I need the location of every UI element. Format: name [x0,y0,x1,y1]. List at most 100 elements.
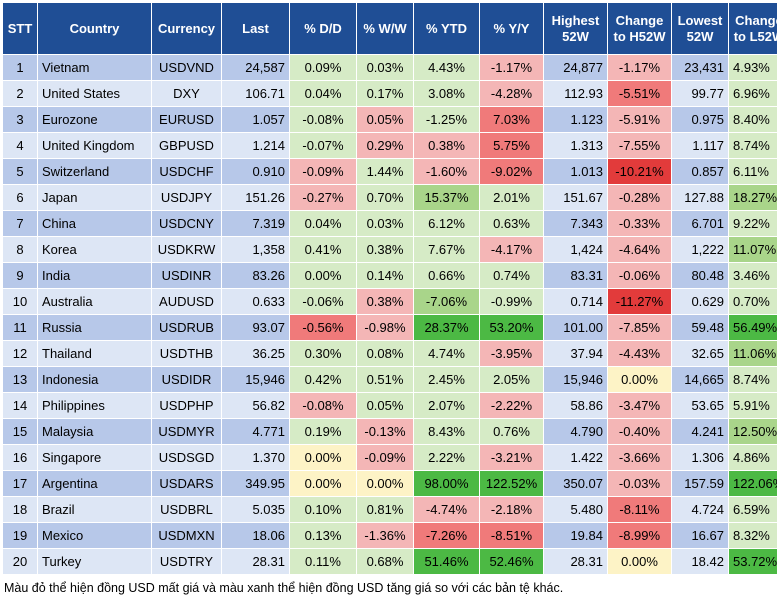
table-row: 1 Vietnam USDVND 24,587 0.09% 0.03% 4.43% -1.17… [2,54,777,81]
cell-ww: 0.03% [356,210,414,237]
cell-stt: 20 [2,548,38,575]
cell-dd: -0.07% [289,132,357,159]
cell-country: Switzerland [37,158,152,185]
cell-change-h52w: -7.85% [607,314,672,341]
cell-stt: 4 [2,132,38,159]
cell-ww: -0.13% [356,418,414,445]
cell-last: 0.910 [221,158,290,185]
cell-last: 1.057 [221,106,290,133]
cell-currency: EURUSD [151,106,222,133]
table-row: 2 United States DXY 106.71 0.04% 0.17% 3.08% -4… [2,80,777,107]
footnote: Màu đỏ thể hiện đồng USD mất giá và màu … [4,581,564,595]
cell-highest-52w: 1.013 [543,158,608,185]
cell-currency: USDJPY [151,184,222,211]
header-ytd: % YTD [413,2,480,55]
cell-country: Argentina [37,470,152,497]
cell-highest-52w: 1.313 [543,132,608,159]
cell-currency: USDSGD [151,444,222,471]
cell-highest-52w: 101.00 [543,314,608,341]
cell-currency: USDMXN [151,522,222,549]
cell-yy: 122.52% [479,470,544,497]
cell-change-h52w: -10.21% [607,158,672,185]
cell-dd: 0.00% [289,262,357,289]
header-ww: % W/W [356,2,414,55]
cell-lowest-52w: 18.42 [671,548,729,575]
cell-currency: AUDUSD [151,288,222,315]
cell-change-h52w: -0.33% [607,210,672,237]
cell-highest-52w: 58.86 [543,392,608,419]
cell-country: Singapore [37,444,152,471]
table-row: 13 Indonesia USDIDR 15,946 0.42% 0.51% 2.45% 2.… [2,366,777,393]
cell-highest-52w: 350.07 [543,470,608,497]
cell-ytd: 2.45% [413,366,480,393]
cell-lowest-52w: 59.48 [671,314,729,341]
cell-stt: 15 [2,418,38,445]
cell-ytd: 4.43% [413,54,480,81]
cell-last: 83.26 [221,262,290,289]
table-row: 9 India USDINR 83.26 0.00% 0.14% 0.66% 0.74% 83.… [2,262,777,289]
cell-country: Mexico [37,522,152,549]
cell-lowest-52w: 1.306 [671,444,729,471]
cell-stt: 12 [2,340,38,367]
cell-currency: USDINR [151,262,222,289]
cell-yy: -4.17% [479,236,544,263]
cell-yy: 53.20% [479,314,544,341]
cell-change-l52w: 56.49% [728,314,777,341]
cell-last: 1,358 [221,236,290,263]
cell-lowest-52w: 4.724 [671,496,729,523]
cell-lowest-52w: 127.88 [671,184,729,211]
cell-highest-52w: 5.480 [543,496,608,523]
table-row: 17 Argentina USDARS 349.95 0.00% 0.00% 98.00% 1… [2,470,777,497]
cell-ytd: 4.74% [413,340,480,367]
cell-last: 28.31 [221,548,290,575]
cell-currency: USDPHP [151,392,222,419]
table-row: 16 Singapore USDSGD 1.370 0.00% -0.09% 2.22% -3… [2,444,777,471]
cell-dd: 0.00% [289,470,357,497]
cell-ww: -0.09% [356,444,414,471]
cell-highest-52w: 1,424 [543,236,608,263]
cell-highest-52w: 1.422 [543,444,608,471]
cell-change-h52w: -5.51% [607,80,672,107]
cell-stt: 17 [2,470,38,497]
cell-ww: 0.00% [356,470,414,497]
cell-ytd: 3.08% [413,80,480,107]
cell-change-h52w: 0.00% [607,548,672,575]
cell-change-l52w: 18.27% [728,184,777,211]
cell-highest-52w: 15,946 [543,366,608,393]
cell-last: 5.035 [221,496,290,523]
cell-country: Eurozone [37,106,152,133]
header-last: Last [221,2,290,55]
cell-lowest-52w: 16.67 [671,522,729,549]
header-stt: STT [2,2,38,55]
cell-currency: USDCHF [151,158,222,185]
header-highest-52w: Highest 52W [543,2,608,55]
cell-lowest-52w: 0.857 [671,158,729,185]
table-row: 19 Mexico USDMXN 18.06 0.13% -1.36% -7.26% -8.5… [2,522,777,549]
cell-yy: 52.46% [479,548,544,575]
cell-change-h52w: -7.55% [607,132,672,159]
cell-currency: USDTRY [151,548,222,575]
cell-country: Korea [37,236,152,263]
cell-country: Vietnam [37,54,152,81]
cell-dd: 0.19% [289,418,357,445]
cell-country: Malaysia [37,418,152,445]
cell-currency: USDVND [151,54,222,81]
cell-dd: -0.08% [289,392,357,419]
cell-yy: 7.03% [479,106,544,133]
cell-change-h52w: -3.47% [607,392,672,419]
cell-ytd: 28.37% [413,314,480,341]
cell-stt: 14 [2,392,38,419]
cell-change-h52w: -4.64% [607,236,672,263]
table-row: 4 United Kingdom GBPUSD 1.214 -0.07% 0.29% 0.3… [2,132,777,159]
cell-dd: 0.41% [289,236,357,263]
table-row: 15 Malaysia USDMYR 4.771 0.19% -0.13% 8.43% 0.7… [2,418,777,445]
cell-stt: 13 [2,366,38,393]
cell-change-h52w: -8.99% [607,522,672,549]
cell-stt: 2 [2,80,38,107]
table-row: 7 China USDCNY 7.319 0.04% 0.03% 6.12% 0.63% 7.3… [2,210,777,237]
cell-lowest-52w: 157.59 [671,470,729,497]
cell-highest-52w: 37.94 [543,340,608,367]
header-change-h52w: Change to H52W [607,2,672,55]
cell-ytd: 2.22% [413,444,480,471]
header-currency: Currency [151,2,222,55]
